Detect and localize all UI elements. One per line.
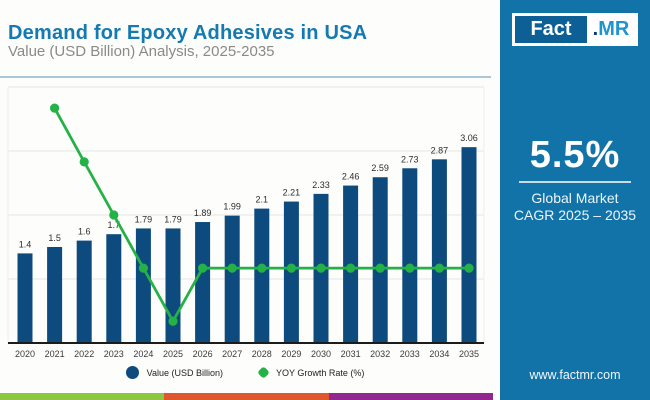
bar-value-label: 2.73 — [401, 154, 419, 164]
legend-item-growth: YOY Growth Rate (%) — [257, 366, 365, 379]
x-tick-label: 2028 — [252, 349, 272, 359]
x-tick-label: 2026 — [193, 349, 213, 359]
bar-2022 — [76, 240, 92, 343]
growth-line-point — [286, 263, 296, 273]
bar-2027 — [224, 215, 240, 343]
bar-value-label: 2.59 — [371, 163, 389, 173]
bar-value-label: 1.79 — [164, 214, 182, 224]
bar-2032 — [372, 177, 388, 343]
cagr-stat-value: 5.5% — [529, 134, 621, 176]
bar-2028 — [254, 208, 270, 343]
bar-value-label: 1.6 — [78, 227, 91, 237]
factmr-logo: Fact . MR — [512, 13, 638, 46]
x-tick-label: 2022 — [74, 349, 94, 359]
legend-item-value: Value (USD Billion) — [125, 366, 223, 379]
bar-2035 — [461, 147, 477, 343]
bar-value-label: 1.89 — [194, 208, 212, 218]
bar-value-label: 2.87 — [431, 145, 449, 155]
sidebar: Fact . MR 5.5% Global Market CAGR 2025 – … — [500, 0, 650, 400]
x-tick-label: 2032 — [370, 349, 390, 359]
bar-value-label: 1.5 — [48, 233, 61, 243]
bar-value-label: 1.4 — [19, 239, 32, 249]
x-tick-label: 2020 — [15, 349, 35, 359]
x-tick-label: 2034 — [429, 349, 449, 359]
growth-line-point — [227, 263, 237, 273]
logo-mr-text: . MR — [587, 16, 635, 43]
bar-value-label: 1.79 — [135, 214, 153, 224]
bar-2021 — [47, 247, 63, 343]
stat-label-line1: Global Market — [531, 190, 619, 206]
growth-line-point — [109, 210, 119, 220]
stat-divider — [519, 181, 631, 183]
growth-line-point — [464, 263, 474, 273]
x-tick-label: 2029 — [281, 349, 301, 359]
bar-value-label: 2.1 — [256, 195, 269, 205]
footer-color-stripe — [0, 393, 493, 400]
x-tick-label: 2033 — [400, 349, 420, 359]
bar-value-label: 1.99 — [223, 202, 241, 212]
legend-line-marker-icon — [257, 366, 270, 379]
growth-line-point — [346, 263, 356, 273]
growth-line-point — [316, 263, 326, 273]
stripe-segment-orange — [164, 393, 329, 400]
growth-line-point — [405, 263, 415, 273]
legend-label-growth: YOY Growth Rate (%) — [275, 367, 365, 378]
bar-2033 — [402, 168, 418, 343]
combo-chart: 1.4 1.5 1.6 1.7 1.79 1.79 1.89 1.99 2.1 2.21 2.33 2… — [7, 86, 485, 359]
bar-2023 — [106, 234, 122, 343]
bar-value-label: 3.06 — [460, 133, 478, 143]
growth-line-point — [434, 263, 444, 273]
bar-value-label: 2.33 — [312, 180, 330, 190]
growth-line-point — [79, 157, 89, 167]
growth-line-point — [257, 263, 267, 273]
page-subtitle: Value (USD Billion) Analysis, 2025-2035 — [8, 43, 275, 60]
chart-card-top-border — [0, 76, 491, 78]
x-tick-label: 2023 — [104, 349, 124, 359]
bar-2034 — [431, 159, 447, 343]
growth-line-point — [138, 263, 148, 273]
stripe-segment-green — [0, 393, 165, 400]
legend-label-value: Value (USD Billion) — [146, 367, 223, 378]
logo-fact-text: Fact — [515, 16, 587, 43]
x-tick-label: 2021 — [45, 349, 65, 359]
legend-bar-marker-icon — [125, 366, 139, 379]
bar-2026 — [195, 222, 211, 343]
stat-label-line2: CAGR 2025 – 2035 — [513, 207, 637, 223]
x-tick-label: 2027 — [222, 349, 242, 359]
growth-line-point — [50, 103, 60, 113]
website-url: www.factmr.com — [529, 368, 621, 382]
growth-line-point — [198, 263, 208, 273]
x-tick-label: 2025 — [163, 349, 183, 359]
bar-value-label: 2.21 — [283, 188, 301, 198]
bar-value-label: 2.46 — [342, 172, 360, 182]
stripe-segment-purple — [328, 393, 493, 400]
bar-2020 — [17, 253, 33, 343]
bar-value-label: 1.7 — [108, 220, 121, 230]
page-title: Demand for Epoxy Adhesives in USA — [8, 22, 368, 45]
x-tick-label: 2035 — [459, 349, 479, 359]
growth-line-point — [168, 316, 178, 326]
growth-line-point — [375, 263, 385, 273]
x-tick-label: 2030 — [311, 349, 331, 359]
chart-legend: Value (USD Billion) YOY Growth Rate (%) — [0, 366, 490, 379]
bar-2024 — [135, 228, 151, 343]
x-tick-label: 2024 — [133, 349, 153, 359]
x-tick-label: 2031 — [341, 349, 361, 359]
